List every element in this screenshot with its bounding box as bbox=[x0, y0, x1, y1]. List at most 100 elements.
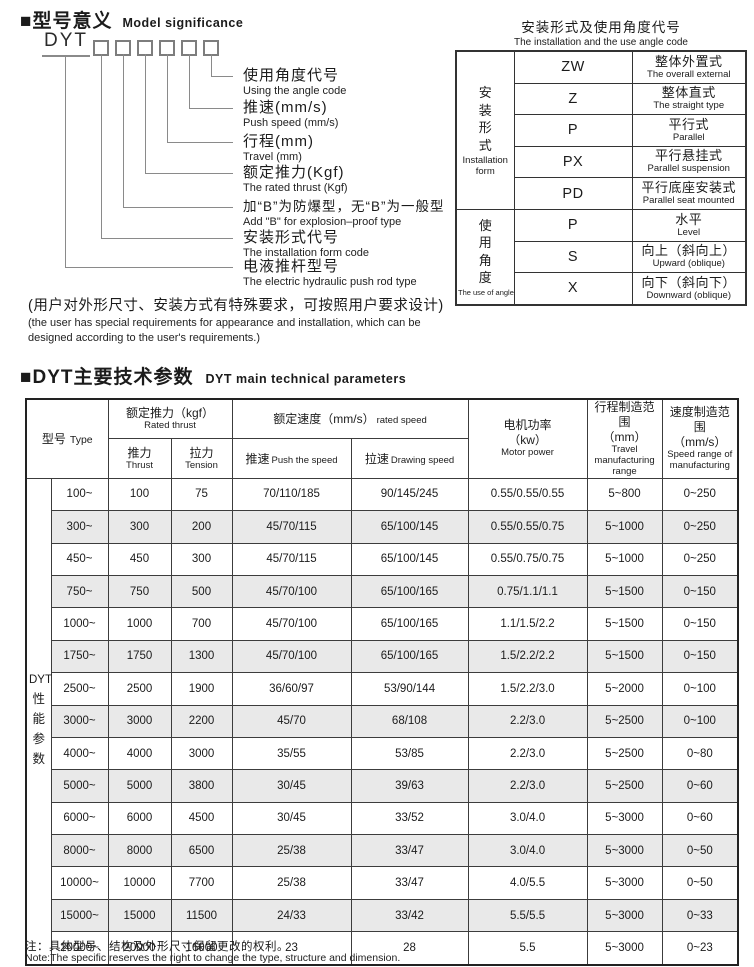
diagram-label-explosion-proof: 加“B”为防爆型，无“B”为一般型 Add "B" for explosion–… bbox=[243, 199, 445, 228]
param-cell: 750 bbox=[107, 574, 172, 609]
param-cell: 5~2500 bbox=[586, 736, 663, 771]
heading-en: Model significance bbox=[122, 16, 244, 30]
param-cell: 75 bbox=[170, 477, 233, 512]
code-table-row: 使用角度 The use of angle P 水平 Level bbox=[455, 208, 747, 306]
param-cell: 1.5/2.2/3.0 bbox=[467, 672, 588, 706]
param-cell: 5.5 bbox=[467, 931, 588, 966]
param-cell: 8000 bbox=[107, 834, 172, 868]
series-label-cell: DYT 性能参数 bbox=[25, 477, 52, 966]
param-cell: 0~23 bbox=[661, 931, 739, 966]
code-value: PD bbox=[513, 177, 633, 210]
diagram-label-installation-code: 安装形式代号 The installation form code bbox=[243, 229, 369, 259]
param-cell: 5~1500 bbox=[586, 607, 663, 641]
connector-line bbox=[123, 207, 233, 208]
param-cell: 68/108 bbox=[350, 704, 469, 738]
connector-line bbox=[211, 76, 233, 77]
code-value: PX bbox=[513, 145, 633, 179]
col-header-rated-speed: 额定速度（mm/s） rated speed bbox=[231, 398, 469, 440]
param-cell: 1000~ bbox=[50, 607, 109, 641]
param-cell: 1000 bbox=[107, 607, 172, 641]
param-cell: 65/100/165 bbox=[350, 574, 469, 609]
param-cell: 0~150 bbox=[661, 639, 739, 674]
param-cell: 0~60 bbox=[661, 769, 739, 803]
code-description-zh: 向上（斜向上） bbox=[641, 243, 736, 259]
col-header-motor-power: 电机功率 （kw） Motor power bbox=[467, 398, 588, 479]
code-description: 向上（斜向上） Upward (oblique) bbox=[631, 240, 747, 274]
installation-angle-code-panel: 安装形式及使用角度代号 The installation and the use… bbox=[455, 16, 747, 306]
code-table-row: Z 整体直式 The straight type bbox=[456, 82, 747, 116]
code-description-zh: 平行式 bbox=[668, 116, 709, 132]
code-table-title-zh: 安装形式及使用角度代号 bbox=[521, 20, 681, 35]
param-cell: 65/100/145 bbox=[350, 510, 469, 544]
param-cell: 20000~ bbox=[50, 931, 109, 966]
param-cell: 11500 bbox=[170, 898, 233, 933]
params-table-body: DYT 性能参数 100~ 100 75 70/110/185 90/145/245 0.55… bbox=[25, 477, 739, 966]
param-cell: 4500 bbox=[170, 801, 233, 836]
param-cell: 0.55/0.55/0.75 bbox=[467, 510, 588, 544]
param-cell: 0.75/1.1/1.1 bbox=[467, 574, 588, 609]
param-cell: 100~ bbox=[50, 477, 109, 512]
param-cell: 45/70 bbox=[231, 704, 352, 738]
connector-line bbox=[65, 267, 233, 268]
col-header-draw-speed: 拉速 Drawing speed bbox=[350, 438, 469, 479]
code-description-zh: 平行悬挂式 bbox=[654, 148, 723, 164]
param-cell: 65/100/145 bbox=[350, 542, 469, 576]
param-row: 5000~ 5000 3800 30/45 39/63 2.2/3.0 5~2500 0~60 bbox=[26, 769, 739, 803]
param-cell: 0~100 bbox=[661, 672, 739, 706]
param-cell: 53/85 bbox=[350, 736, 469, 771]
col-header-speed-range: 速度制造范围 （mm/s） Speed range of manufacturi… bbox=[661, 398, 739, 479]
connector-line bbox=[189, 54, 190, 108]
col-header-rated-thrust: 额定推力（kgf） Rated thrust bbox=[107, 398, 233, 440]
code-group-zh: 使用角度 bbox=[478, 217, 492, 286]
col-header-travel-range: 行程制造范围 （mm） Travel manufacturing range bbox=[586, 398, 663, 479]
param-cell: 200 bbox=[170, 510, 233, 544]
code-description: 平行底座安装式 Parallel seat mounted bbox=[631, 177, 747, 210]
code-group-label: 使用角度 The use of angle bbox=[455, 208, 515, 306]
param-cell: 25/38 bbox=[231, 866, 352, 900]
code-description: 整体直式 The straight type bbox=[631, 82, 747, 116]
param-cell: 5~3000 bbox=[586, 866, 663, 900]
col-header-type: 型号 Type bbox=[25, 398, 109, 479]
code-description: 平行式 Parallel bbox=[631, 114, 747, 147]
param-cell: 5~2500 bbox=[586, 769, 663, 803]
code-group-en: Installation form bbox=[462, 155, 508, 177]
col-header-push-speed: 推速 Push the speed bbox=[231, 438, 352, 479]
param-cell: 1900 bbox=[170, 672, 233, 706]
code-description: 平行悬挂式 Parallel suspension bbox=[631, 145, 747, 179]
code-description-en: Downward (oblique) bbox=[646, 289, 731, 301]
code-description-en: Upward (oblique) bbox=[652, 258, 725, 270]
param-cell: 300~ bbox=[50, 510, 109, 544]
code-group-label: 安装形式 Installation form bbox=[455, 50, 515, 210]
param-cell: 5~1500 bbox=[586, 574, 663, 609]
param-row: DYT 性能参数 100~ 100 75 70/110/185 90/145/245 0.55… bbox=[25, 477, 739, 966]
footnote-en: Note:The specific reserves the right to … bbox=[25, 952, 401, 964]
param-cell: 0~150 bbox=[661, 574, 739, 609]
parameters-table: 型号 Type 额定推力（kgf） Rated thrust 额定速度（mm/s）… bbox=[25, 398, 740, 966]
code-table-title-en: The installation and the use angle code bbox=[513, 37, 688, 48]
code-description-en: Parallel suspension bbox=[647, 163, 730, 175]
param-row: 8000~ 8000 6500 25/38 33/47 3.0/4.0 5~3000 0~50 bbox=[26, 834, 739, 868]
param-cell: 5~3000 bbox=[586, 801, 663, 836]
param-cell: 750~ bbox=[50, 574, 109, 609]
param-cell: 3000 bbox=[107, 704, 172, 738]
param-cell: 5~3000 bbox=[586, 931, 663, 966]
code-description-en: The straight type bbox=[653, 100, 725, 112]
code-description-en: Parallel bbox=[672, 131, 705, 143]
diagram-label-push-speed: 推速(mm/s) Push speed (mm/s) bbox=[243, 99, 339, 129]
param-row: 1000~ 1000 700 45/70/100 65/100/165 1.1/1.5/2… bbox=[26, 607, 739, 641]
param-cell: 53/90/144 bbox=[350, 672, 469, 706]
param-cell: 15000~ bbox=[50, 898, 109, 933]
code-table-body: 安装形式 Installation form ZW 整体外置式 The overall … bbox=[455, 50, 747, 306]
param-cell: 2200 bbox=[170, 704, 233, 738]
param-cell: 1750 bbox=[107, 639, 172, 674]
param-cell: 0.55/0.55/0.55 bbox=[467, 477, 588, 512]
param-cell: 3000 bbox=[170, 736, 233, 771]
param-row: 2500~ 2500 1900 36/60/97 53/90/144 1.5/2.2/3.… bbox=[26, 672, 739, 706]
connector-line bbox=[101, 54, 102, 238]
heading-zh: ■型号意义 bbox=[20, 11, 113, 32]
param-cell: 7700 bbox=[170, 866, 233, 900]
param-cell: 33/52 bbox=[350, 801, 469, 836]
connector-line bbox=[101, 238, 233, 239]
param-cell: 500 bbox=[170, 574, 233, 609]
